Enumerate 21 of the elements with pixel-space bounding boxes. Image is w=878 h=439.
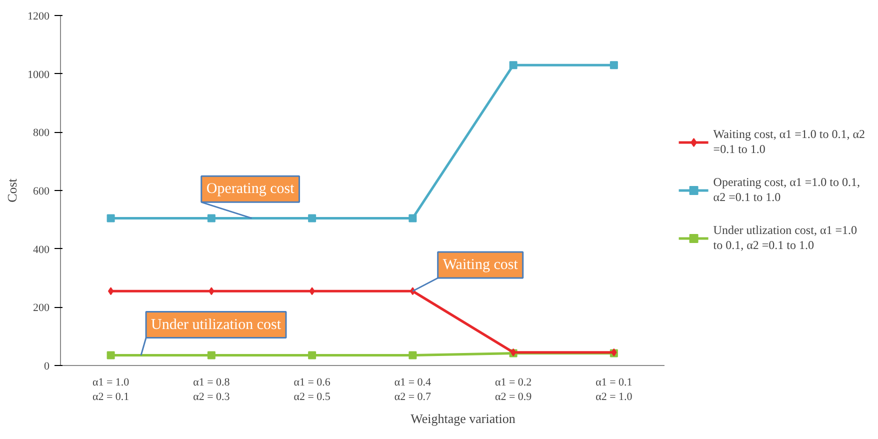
x-tick-label: α1 = 0.1 α2 = 1.0 — [596, 376, 633, 403]
annotation: Waiting cost — [442, 257, 519, 273]
y-tick-label: 800 — [33, 127, 50, 140]
y-tick-label: 400 — [33, 244, 50, 256]
x-tick-label: α1 = 0.2 α2 = 0.9 — [494, 376, 532, 403]
legend-label: Operating cost, α1 =1.0 to 0.1, α2 =0.1 to 1.0 — [713, 175, 860, 205]
y-tick-label: 1200 — [28, 10, 50, 22]
y-axis-title: Cost — [4, 178, 20, 202]
x-tick-label: α1 = 0.8 α2 = 0.3 — [193, 376, 230, 403]
annotation: Operating cost — [206, 181, 296, 198]
y-tick-label: 0 — [44, 360, 50, 372]
x-tick-label: α1 = 0.6 α2 = 0.5 — [294, 376, 331, 403]
y-tick-label: 1000 — [28, 68, 50, 81]
x-tick-label: α1 = 0.4 α2 = 0.7 — [394, 376, 432, 403]
legend-label: Under utlization cost, α1 =1.0 to 0.1, α2 =0.1 to 1.0 — [713, 223, 857, 253]
y-tick-label: 600 — [33, 186, 50, 198]
y-tick-label: 200 — [33, 302, 50, 314]
annotation: Under utilization cost — [151, 316, 282, 333]
x-axis-title: Weightage variation — [410, 410, 516, 426]
legend-label: Waiting cost, α1 =1.0 to 0.1, α2 =0.1 to 1.0 — [713, 127, 865, 157]
x-tick-label: α1 = 1.0 α2 = 0.1 — [92, 376, 130, 403]
